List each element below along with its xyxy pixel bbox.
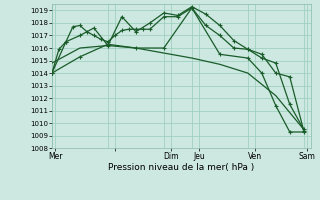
X-axis label: Pression niveau de la mer( hPa ): Pression niveau de la mer( hPa ) [108,163,254,172]
